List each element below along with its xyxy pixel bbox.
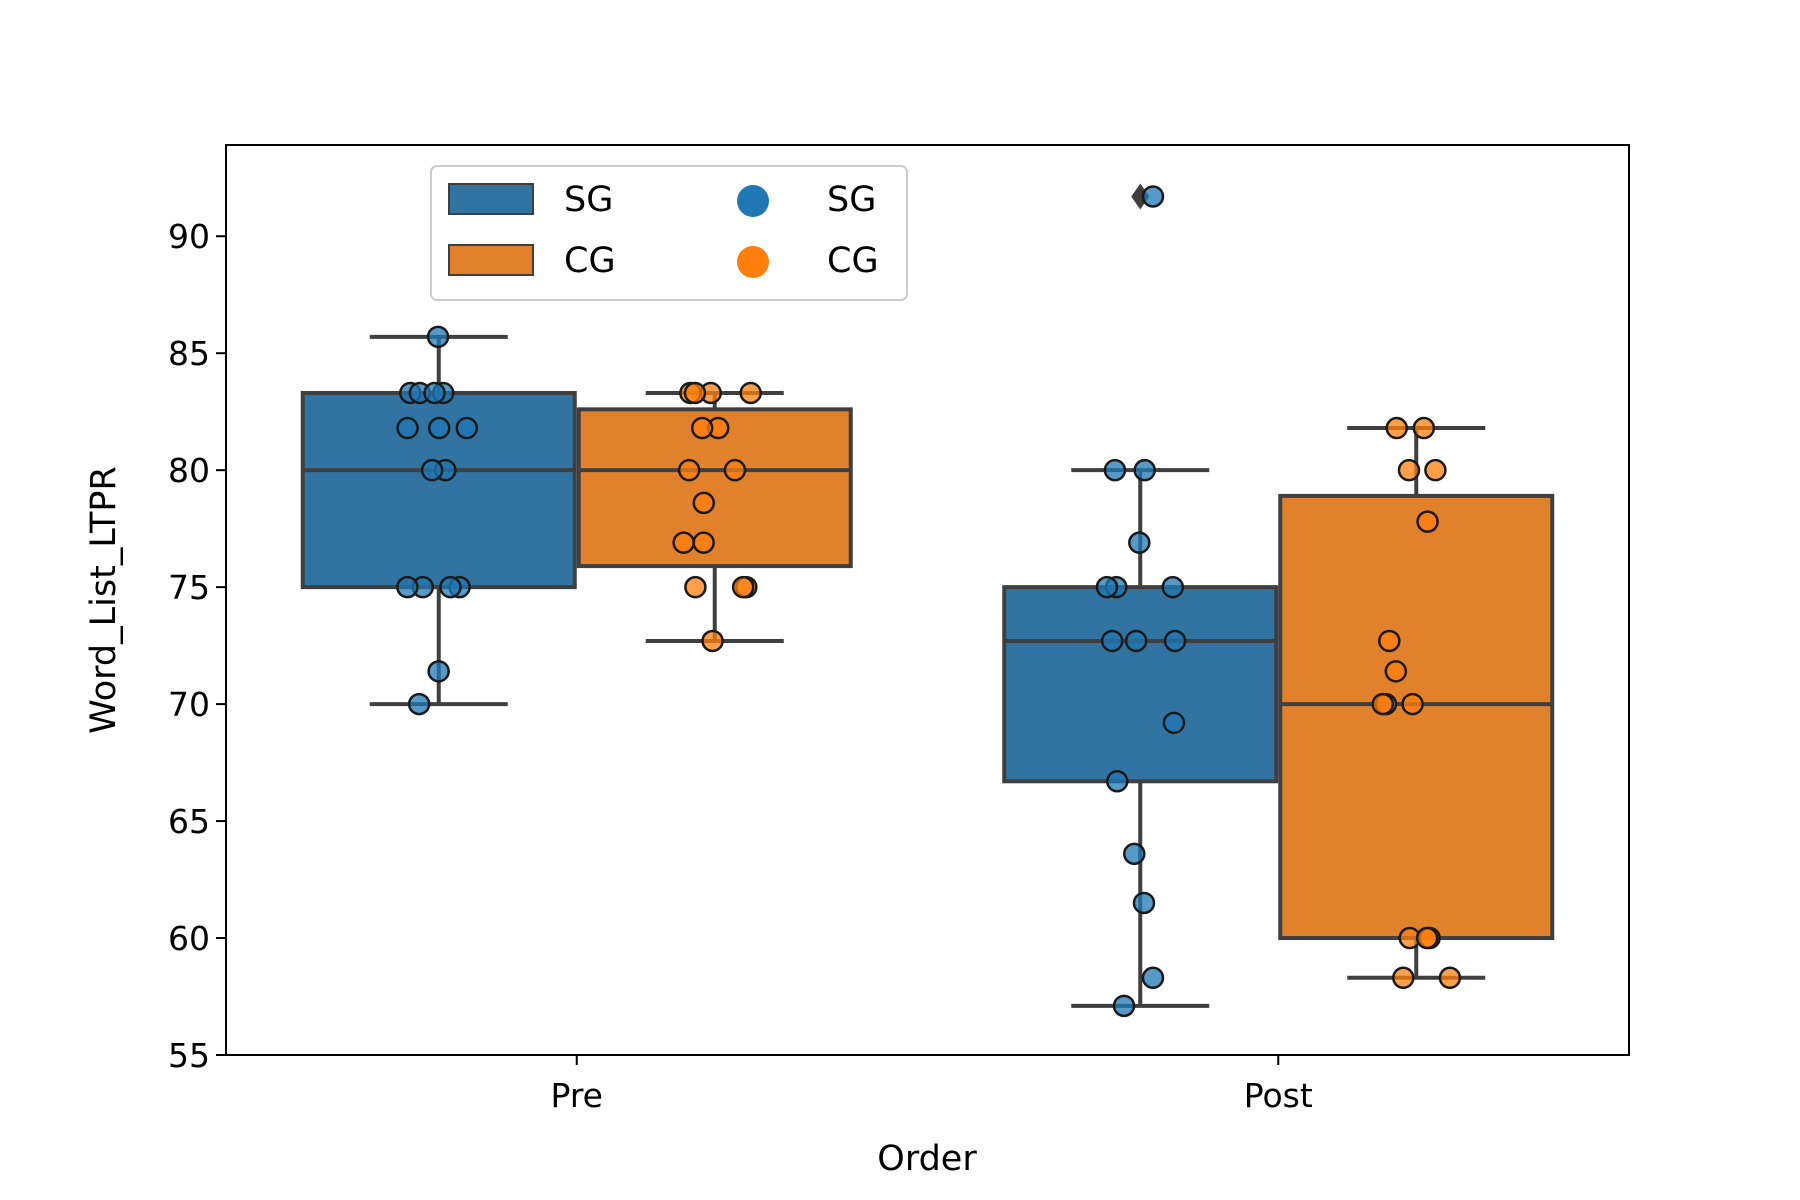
data-point xyxy=(423,381,446,405)
data-point xyxy=(396,575,419,599)
data-point xyxy=(723,458,747,482)
data-point xyxy=(1100,629,1124,653)
legend-point-label: CG xyxy=(827,241,879,281)
box-iqr xyxy=(1278,493,1555,941)
legend-point-swatch xyxy=(737,185,769,217)
data-point xyxy=(1141,185,1165,208)
data-point xyxy=(1112,994,1136,1018)
data-point xyxy=(1141,966,1165,990)
data-point xyxy=(1412,416,1436,440)
data-point xyxy=(426,325,450,349)
data-point xyxy=(1132,891,1156,915)
data-point xyxy=(407,692,431,716)
y-tick-label: 65 xyxy=(168,802,210,841)
data-point xyxy=(455,416,479,440)
data-point xyxy=(1162,711,1186,735)
data-point xyxy=(396,416,419,440)
data-point xyxy=(1095,575,1119,599)
legend-box-swatch xyxy=(448,183,534,215)
data-point xyxy=(427,660,450,683)
points-CG-Pre xyxy=(672,381,762,653)
data-point xyxy=(692,491,716,515)
data-point xyxy=(1161,575,1184,599)
data-point xyxy=(1415,926,1439,950)
box-SG-Pre xyxy=(300,334,577,707)
data-point xyxy=(731,575,755,599)
data-point xyxy=(739,381,762,405)
y-tick-label: 70 xyxy=(168,685,210,724)
legend: SG CG SG CG xyxy=(430,165,908,301)
y-tick-label: 55 xyxy=(168,1036,210,1075)
box-iqr xyxy=(1002,585,1279,784)
x-tick-label: Post xyxy=(1244,1076,1313,1115)
data-point xyxy=(1378,629,1401,653)
data-point xyxy=(1385,416,1408,440)
data-point xyxy=(690,416,714,440)
plot-frame xyxy=(225,144,1630,1056)
y-tick-label: 80 xyxy=(168,451,210,490)
data-point xyxy=(701,629,724,653)
points-CG-Post xyxy=(1371,416,1462,990)
data-point xyxy=(439,575,462,599)
data-point xyxy=(1424,458,1447,482)
data-point xyxy=(1105,770,1129,793)
legend-box-label: SG xyxy=(564,180,613,220)
data-point xyxy=(1128,531,1151,554)
data-point xyxy=(420,458,444,482)
x-tick-label: Pre xyxy=(551,1076,603,1115)
data-point xyxy=(1133,458,1156,482)
y-tick-label: 90 xyxy=(168,217,210,256)
plot-area xyxy=(300,183,1555,1018)
data-point xyxy=(1103,458,1127,482)
y-tick-label: 75 xyxy=(168,568,210,607)
data-point xyxy=(1123,842,1146,866)
y-tick-label: 60 xyxy=(168,919,210,958)
data-point xyxy=(1392,966,1415,990)
legend-box-label: CG xyxy=(564,241,616,281)
data-point xyxy=(1438,966,1462,990)
legend-box-swatch xyxy=(448,244,534,276)
y-tick-label: 85 xyxy=(168,334,210,373)
legend-point-swatch xyxy=(737,246,769,278)
data-point xyxy=(1384,660,1408,683)
x-axis-label: Order xyxy=(877,1139,977,1179)
legend-point-label: SG xyxy=(827,180,876,220)
data-point xyxy=(1401,692,1424,716)
data-point xyxy=(692,531,715,554)
data-point xyxy=(1397,458,1421,482)
data-point xyxy=(427,416,451,440)
axes: 55 60 65 70 75 80 85 90 Pre Post xyxy=(168,217,1313,1115)
data-point xyxy=(1163,629,1187,653)
points-SG-Post xyxy=(1095,185,1187,1018)
data-point xyxy=(672,531,695,554)
data-point xyxy=(684,575,707,599)
data-point xyxy=(677,458,701,482)
points-SG-Pre xyxy=(396,325,479,716)
y-axis-label: Word_List_LTPR xyxy=(84,466,124,734)
data-point xyxy=(1124,629,1148,653)
legend-frame xyxy=(430,165,908,301)
data-point xyxy=(683,381,707,405)
data-point xyxy=(1416,510,1439,533)
data-point xyxy=(1371,692,1395,716)
